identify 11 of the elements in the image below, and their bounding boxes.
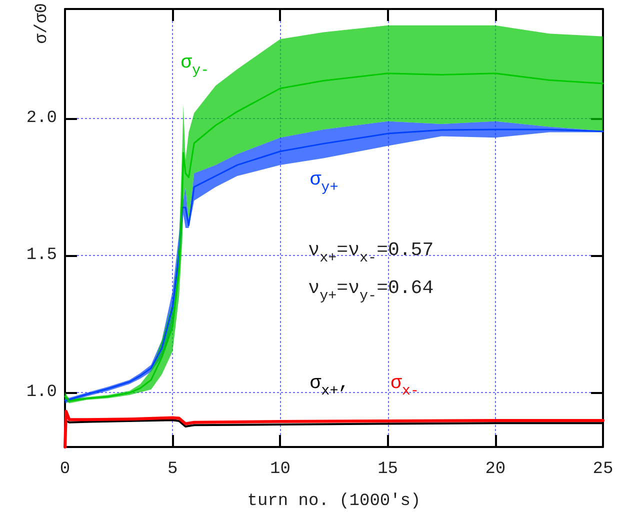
x-tick-label: 20 [485,460,506,479]
y-tick-label: 1.0 [26,382,57,402]
x-tick-label: 25 [592,460,614,479]
x-tick-label: 10 [270,460,290,479]
y-tick-label: 1.5 [26,246,57,265]
x-tick-label: 0 [60,460,70,479]
y-axis-title: σ/σ0 [33,3,52,44]
x-axis-title: turn no. (1000's) [247,492,421,511]
x-tick-label: 5 [168,460,178,479]
y-tick-label: 2.0 [26,109,57,128]
x-tick-label: 15 [378,460,398,479]
